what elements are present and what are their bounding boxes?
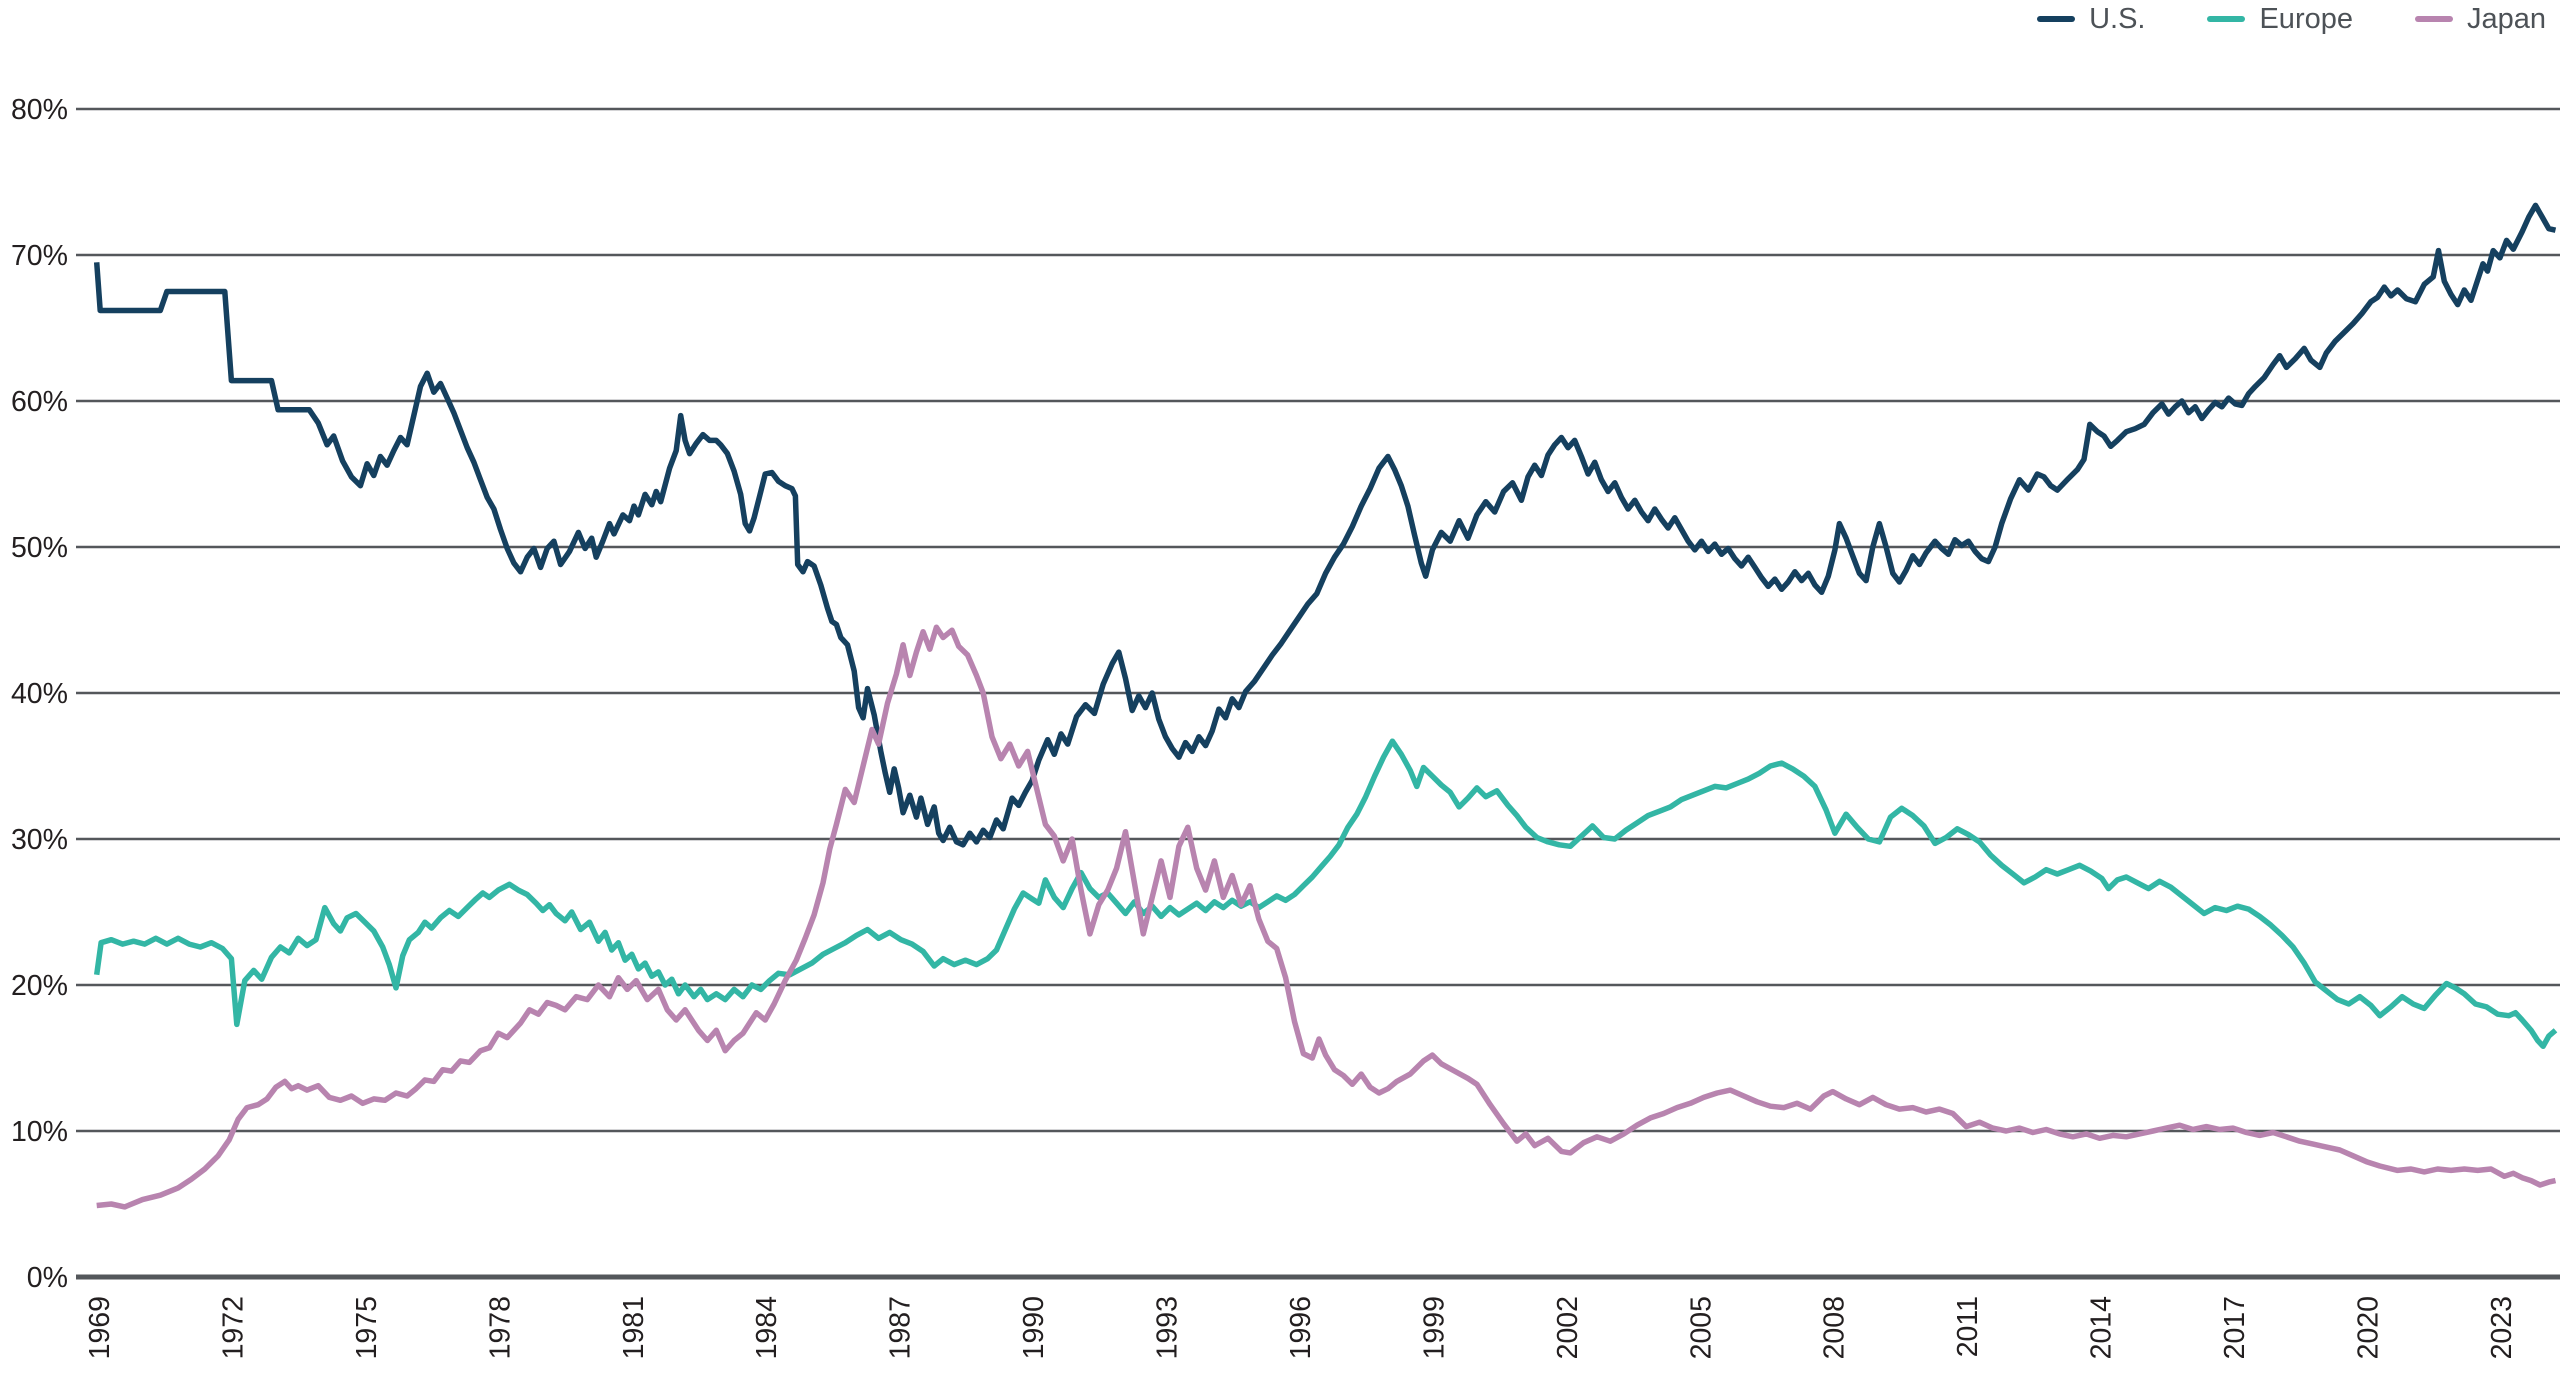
chart-legend: U.S. Europe Japan [2037,2,2546,36]
series-line-europe [93,738,2558,1050]
x-tick-label-1996: 1996 [1285,1296,1317,1359]
y-tick-label-40%: 40% [11,678,68,710]
x-tick-label-1987: 1987 [885,1296,917,1359]
y-tick-label-0%: 0% [27,1262,68,1294]
series-line-us [93,202,2557,848]
x-tick-label-2002: 2002 [1552,1296,1584,1359]
legend-item-us: U.S. [2037,3,2145,36]
legend-swatch-japan [2414,16,2453,22]
y-tick-label-60%: 60% [11,386,68,418]
y-tick-label-80%: 80% [11,94,68,126]
legend-label: Japan [2466,2,2546,35]
x-tick-label-1990: 1990 [1018,1296,1050,1359]
legend-item-europe: Europe [2207,3,2353,36]
x-tick-label-2005: 2005 [1685,1296,1717,1359]
x-tick-label-1969: 1969 [84,1296,116,1359]
series-line-japan [96,624,2557,1210]
x-tick-label-2011: 2011 [1952,1296,1984,1357]
x-tick-label-1993: 1993 [1152,1296,1184,1359]
x-tick-label-1972: 1972 [217,1296,249,1359]
y-tick-label-30%: 30% [11,824,68,856]
x-tick-label-2017: 2017 [2219,1296,2251,1359]
legend-swatch-us [2037,16,2076,22]
gridlines [76,107,2560,1280]
x-tick-label-2023: 2023 [2486,1296,2518,1359]
x-tick-label-1984: 1984 [751,1296,783,1360]
x-tick-label-1978: 1978 [484,1296,516,1359]
y-tick-label-20%: 20% [11,970,68,1002]
x-axis-labels: 1969 1972 1975 1978 1981 1984 1987 1990 1993 1996… [84,1296,2518,1360]
series-lines [93,202,2558,1210]
y-tick-label-50%: 50% [11,532,68,564]
legend-item-japan: Japan [2414,2,2546,36]
x-tick-label-1981: 1981 [618,1296,650,1359]
x-tick-label-1999: 1999 [1418,1296,1450,1359]
x-tick-label-2008: 2008 [1819,1296,1851,1359]
x-tick-label-2014: 2014 [2086,1296,2118,1360]
y-tick-label-10%: 10% [11,1116,68,1148]
legend-label: Europe [2259,2,2353,35]
y-tick-label-70%: 70% [11,240,68,272]
legend-swatch-europe [2207,16,2246,22]
x-tick-label-2020: 2020 [2353,1296,2385,1359]
legend-label: U.S. [2089,2,2146,35]
y-axis-labels: 0% 10% 20% 30% 40% 50% 60% 70% 80% [11,94,68,1294]
x-tick-label-1975: 1975 [351,1296,383,1359]
